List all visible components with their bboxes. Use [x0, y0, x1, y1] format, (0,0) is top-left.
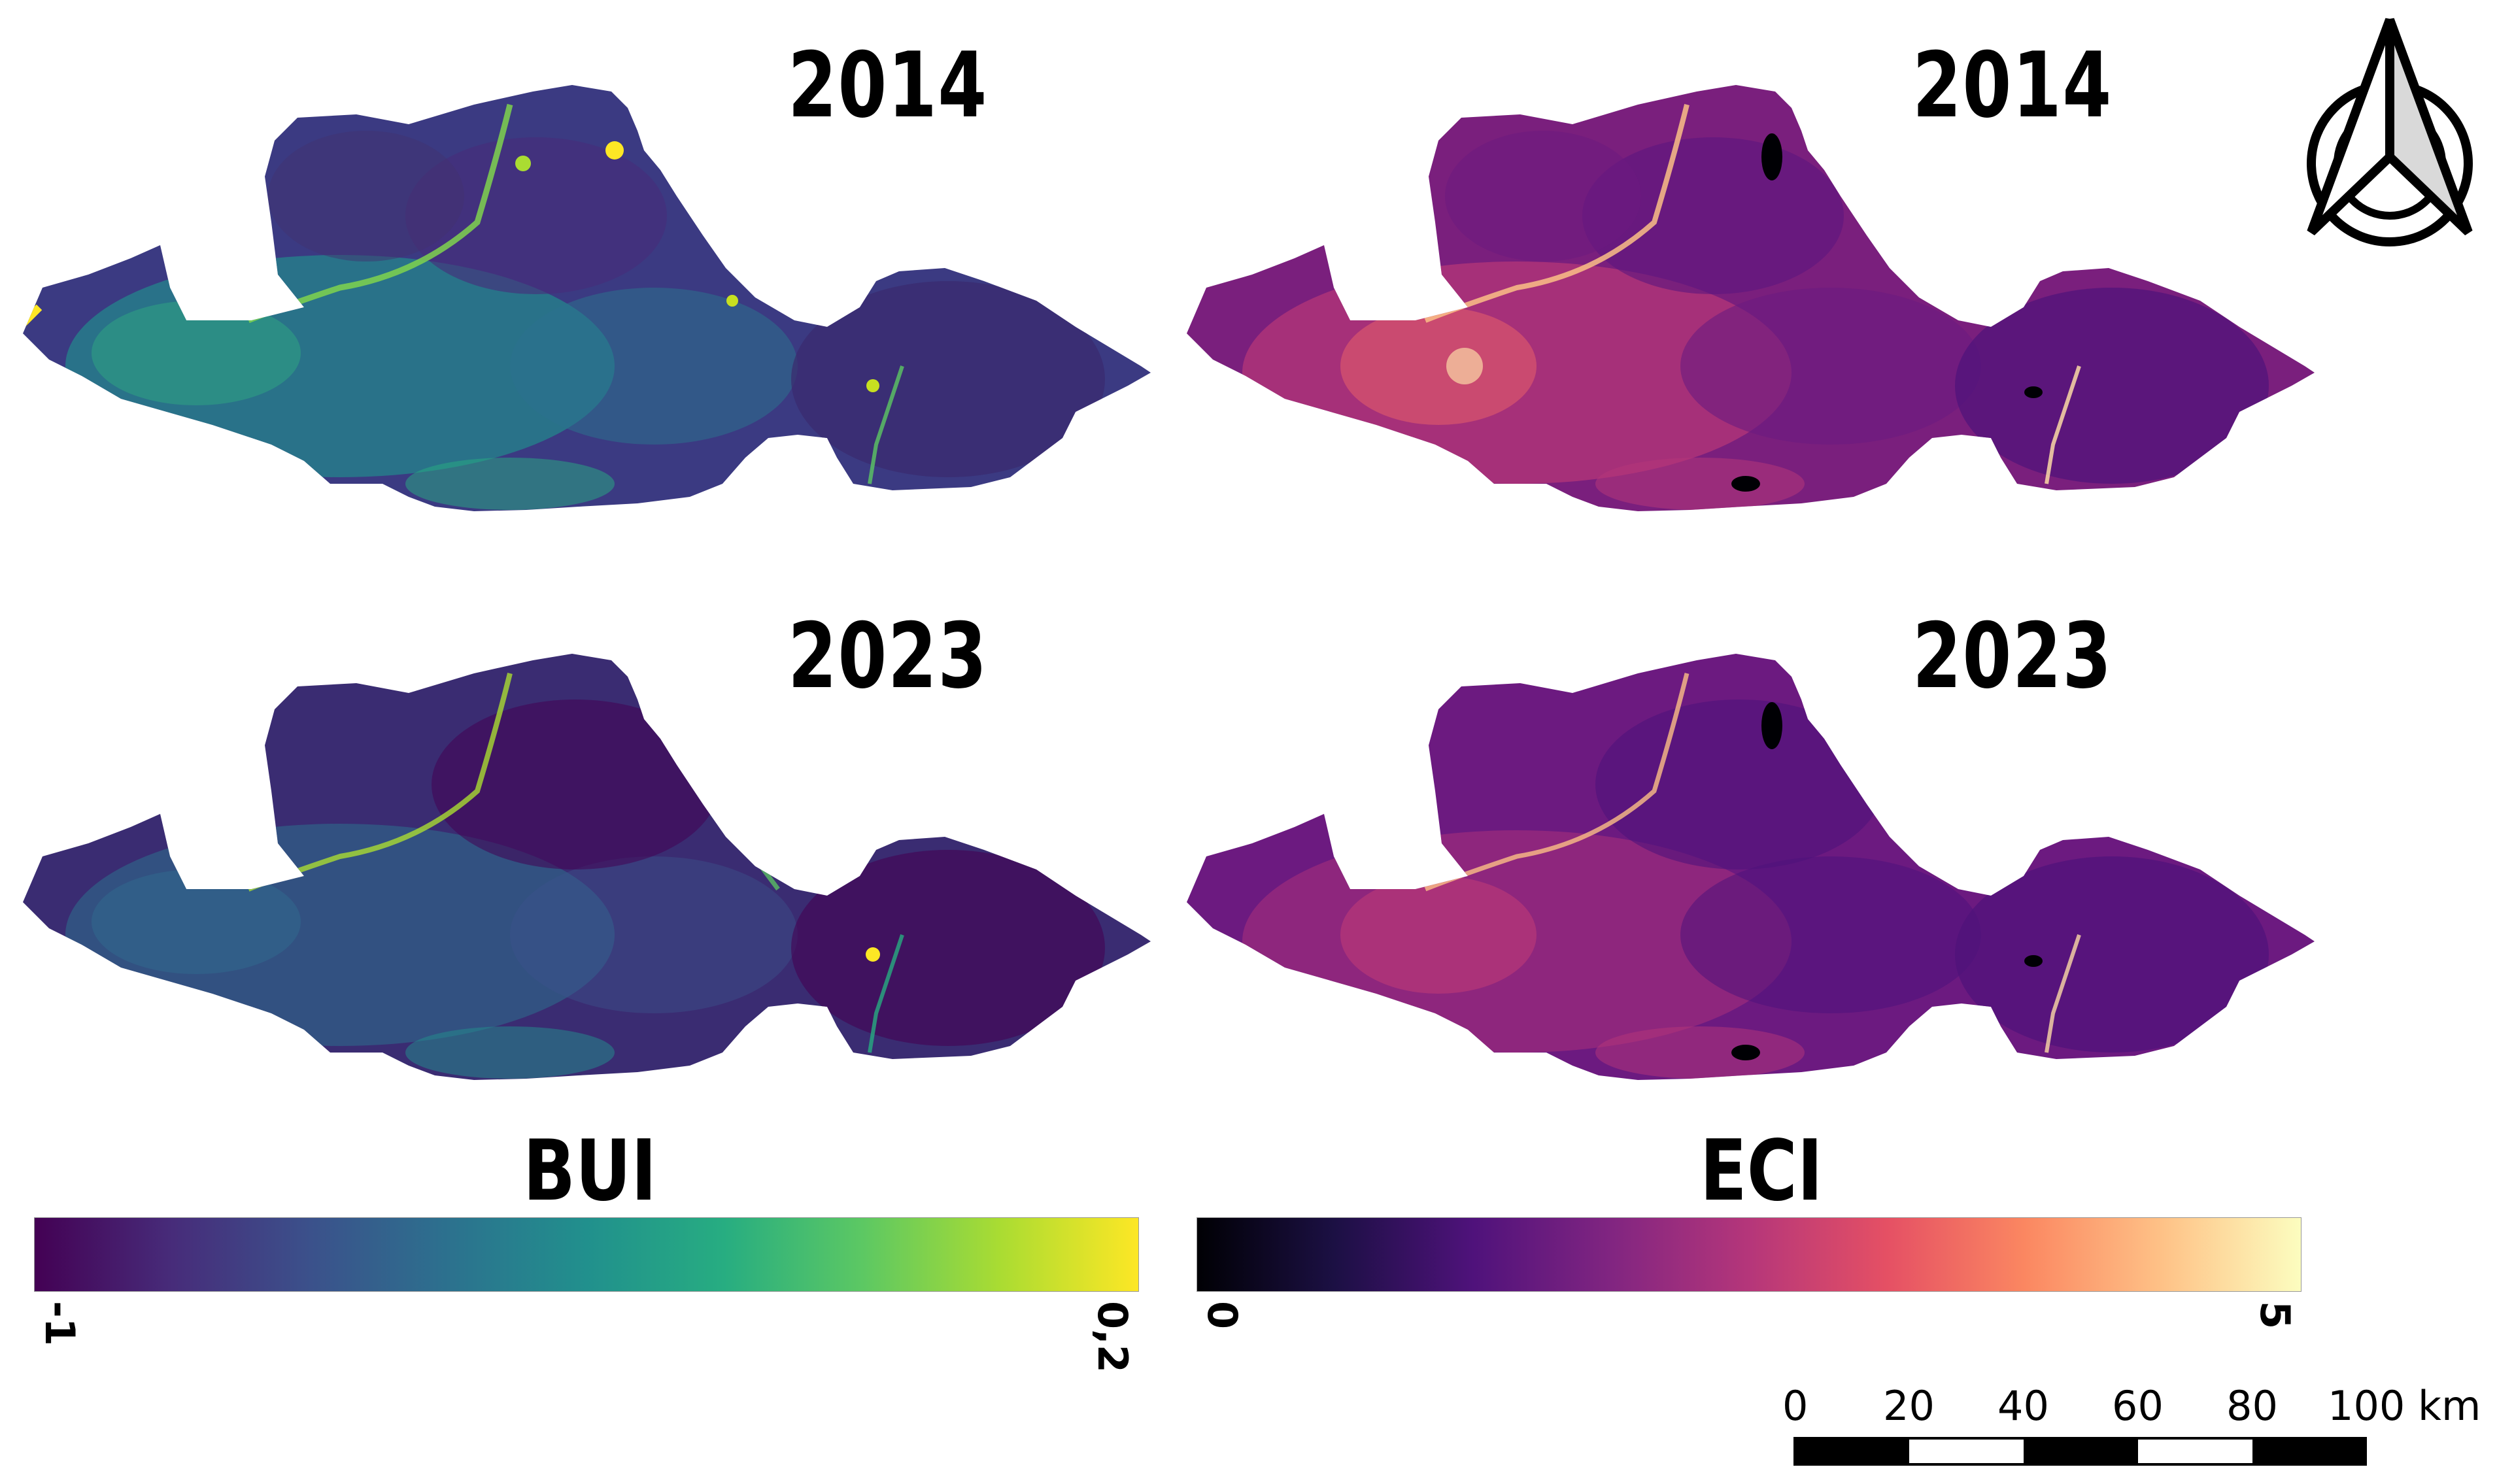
colorbar-min-label-eci: 0 [1198, 1301, 1246, 1330]
scale-bar-label: 20 [1883, 1382, 1935, 1430]
scale-bar-label: 60 [2112, 1382, 2164, 1430]
scale-bar-label: 0 [1782, 1382, 1809, 1430]
scale-bar-label: 100 km [2328, 1382, 2481, 1430]
map-panel-eci-2023 [1187, 654, 2315, 1080]
colorbar-eci [1197, 1217, 2302, 1292]
map-panel-bui-2023 [23, 654, 1151, 1080]
colorbar-min-label-bui: -1 [36, 1301, 84, 1346]
panel-year-label: 2023 [788, 603, 988, 709]
scale-bar-label: 40 [1997, 1382, 2049, 1430]
scale-bar-label: 80 [2226, 1382, 2278, 1430]
legend-title-bui: BUI [523, 1122, 657, 1220]
colorbar-max-label-eci: 5 [2251, 1301, 2299, 1330]
panel-year-label: 2014 [788, 33, 988, 138]
legend-title-eci: ECI [1700, 1122, 1823, 1220]
map-panel-eci-2014 [1187, 85, 2315, 511]
panel-year-label: 2023 [1912, 603, 2113, 709]
panel-year-label: 2014 [1912, 33, 2113, 138]
colorbar-max-label-bui: 0,2 [1089, 1301, 1136, 1373]
colorbar-bui [34, 1217, 1139, 1292]
north-arrow-icon [2307, 18, 2473, 246]
scale-bar [1793, 1437, 2367, 1466]
map-panel-bui-2014 [23, 85, 1151, 511]
